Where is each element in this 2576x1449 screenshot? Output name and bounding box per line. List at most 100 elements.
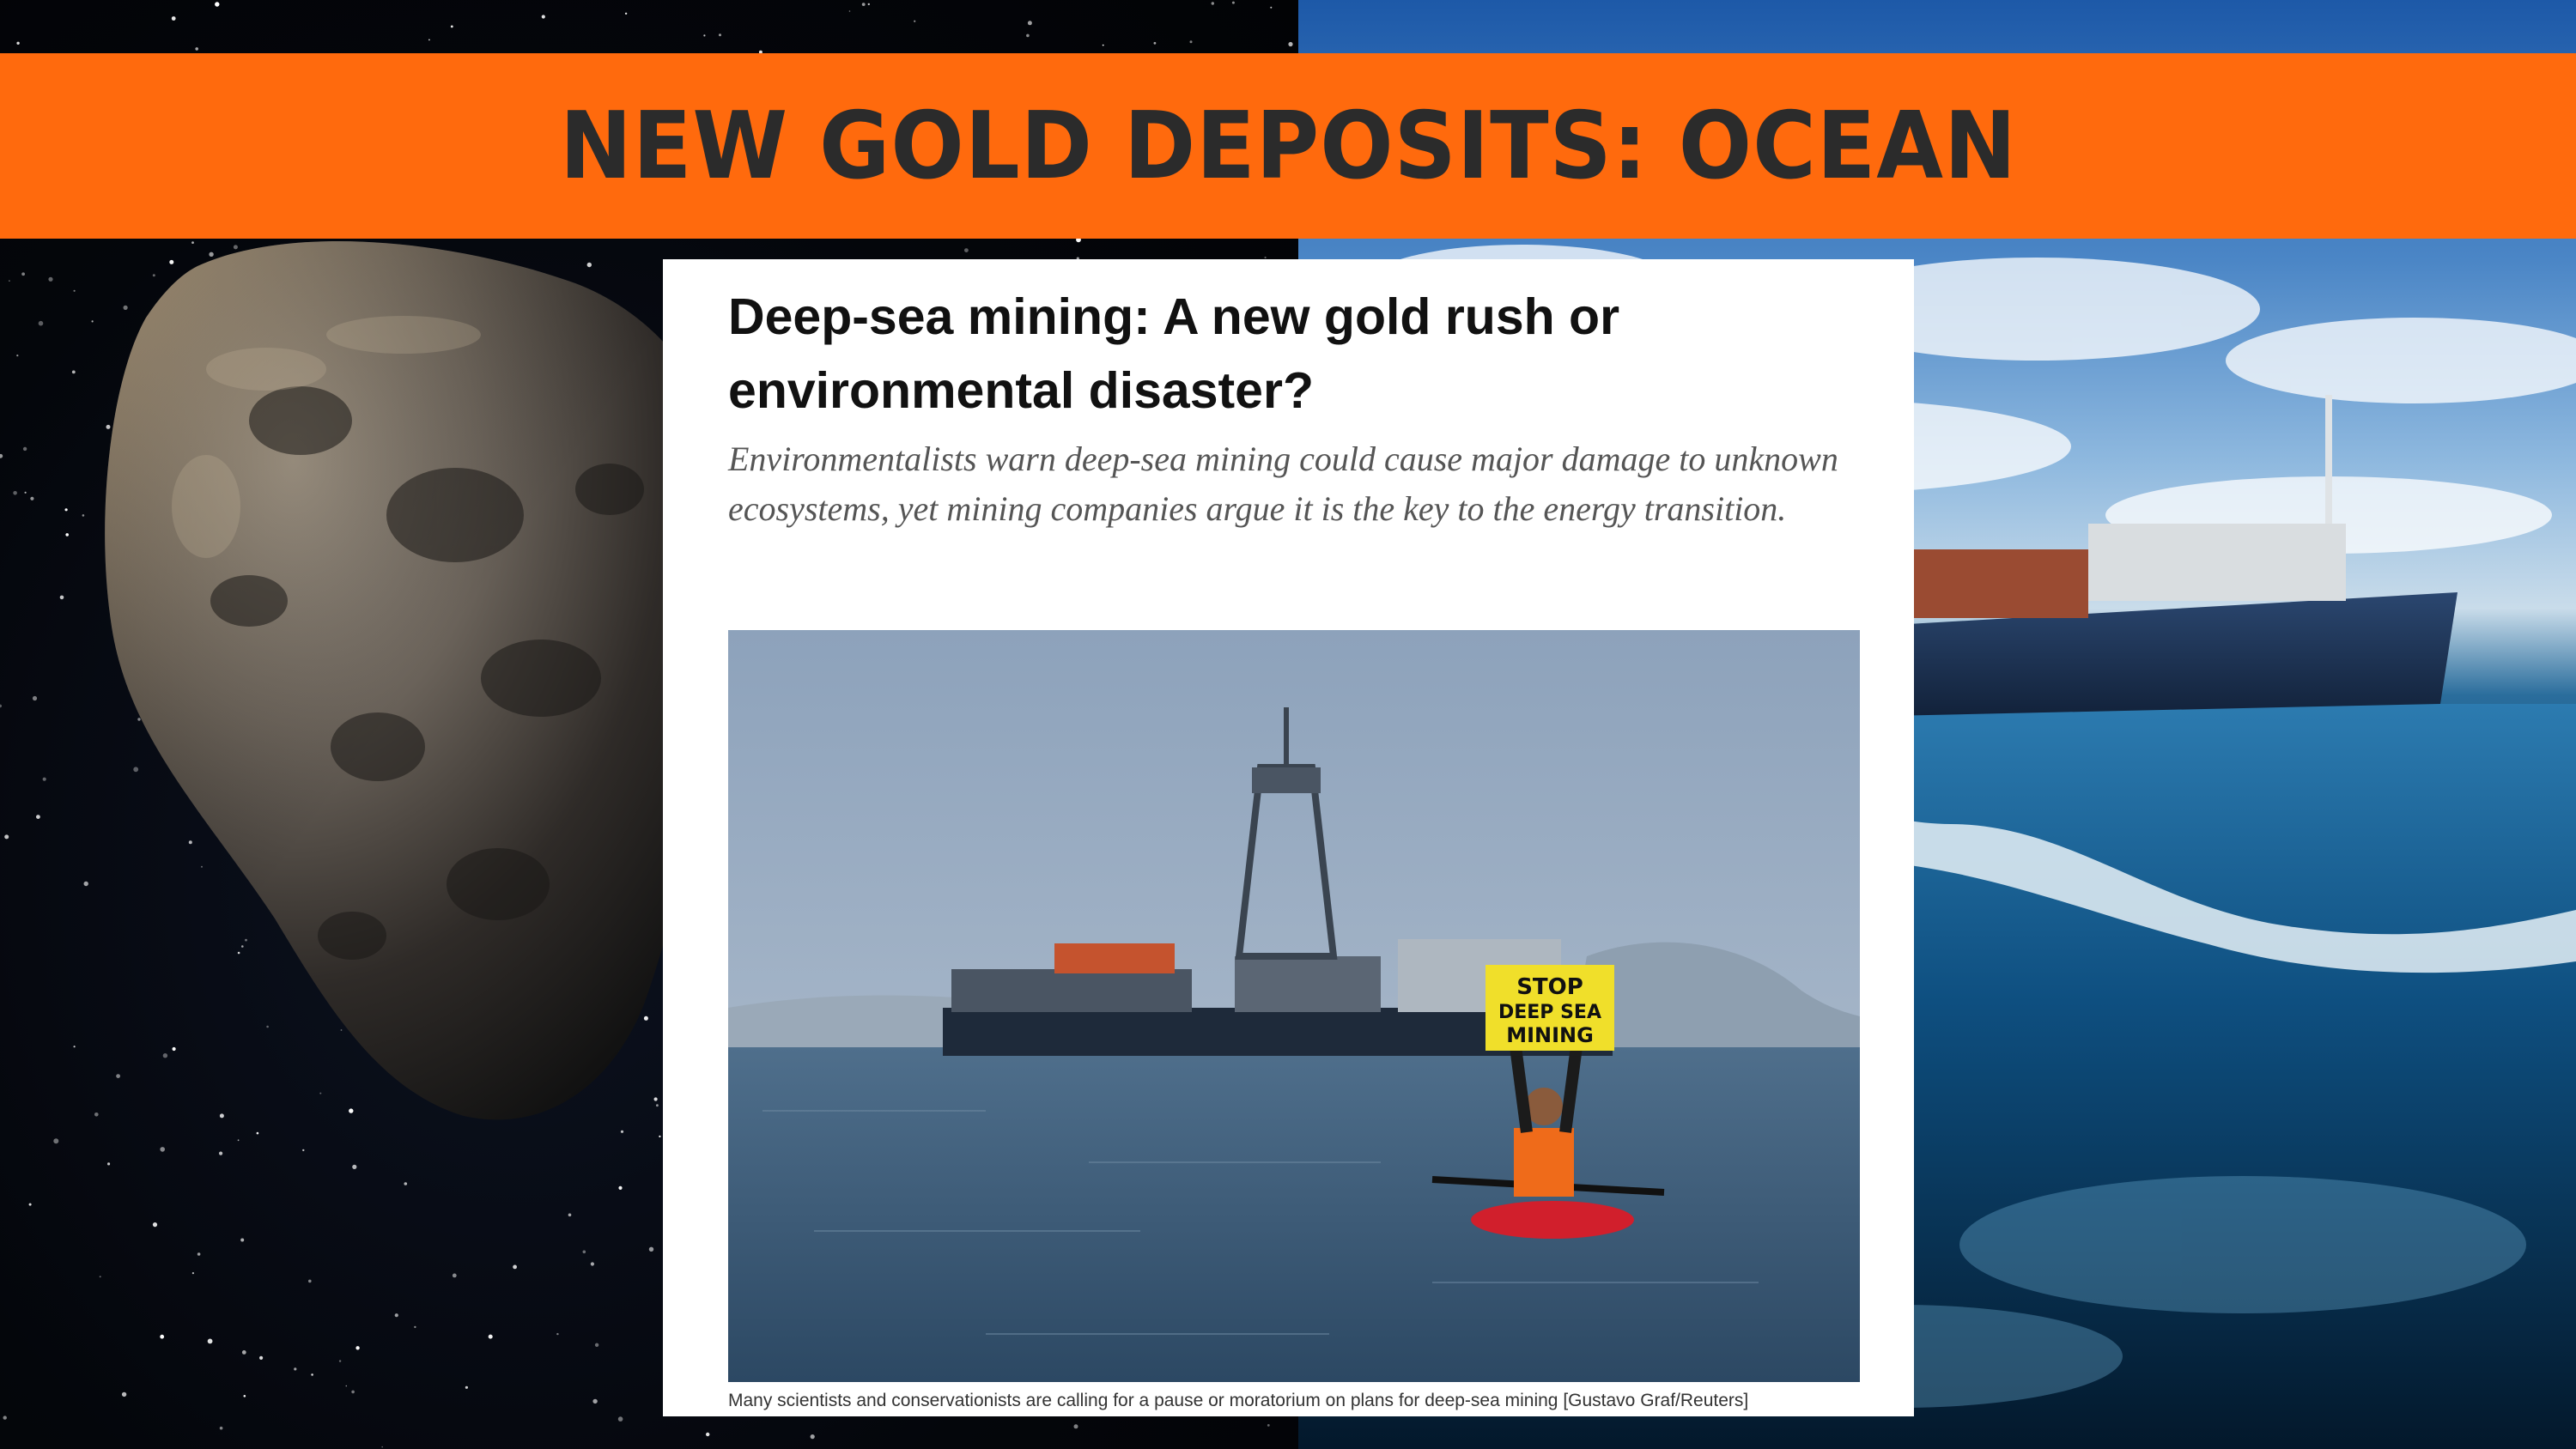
star [195,47,198,51]
star [36,815,40,819]
star [160,1147,165,1152]
star [71,370,76,374]
star [241,1350,246,1355]
star [137,718,141,721]
star [706,1432,710,1437]
star [659,1135,661,1137]
star [867,3,870,6]
star [188,840,192,845]
star [53,1138,59,1144]
star [266,1025,269,1028]
star [465,1385,469,1389]
star [586,262,592,268]
star [32,695,38,701]
star [245,938,247,942]
star [91,320,94,323]
star [197,1252,201,1256]
star [3,1416,7,1420]
star [106,424,111,429]
star [656,1104,659,1107]
star [237,951,240,955]
star [1231,1,1235,4]
star [810,1434,815,1440]
star [59,595,64,600]
sign-line-2: DEEP SEA [1498,1002,1601,1023]
star [4,834,9,840]
star [1027,21,1032,26]
star [414,1325,416,1329]
protest-kayak-photo: STOP DEEP SEA MINING [728,630,1860,1382]
star [42,777,46,781]
star [319,1092,322,1094]
star [191,1272,194,1275]
star [541,15,545,19]
star [21,272,25,276]
star [381,1446,384,1448]
star [556,1332,559,1336]
star [171,16,176,21]
star [428,39,430,41]
star [243,1395,246,1397]
star [209,252,214,257]
star [648,1246,654,1252]
star [28,1203,32,1206]
star [38,320,44,326]
star [99,1276,101,1278]
star [394,1313,398,1318]
star [294,1367,297,1371]
asteroid-image [105,241,733,1120]
star [590,1262,595,1266]
star [116,1074,121,1078]
star [233,245,238,250]
star [914,20,916,22]
star [0,453,3,458]
star [191,241,194,244]
star [219,1426,223,1430]
sign-line-1: STOP [1516,974,1583,1000]
star [1264,256,1267,259]
star [758,50,762,54]
star [83,881,88,887]
article-dek: Environmentalists warn deep-sea mining c… [728,440,1838,528]
star [1189,40,1193,44]
star [201,865,203,868]
star [152,274,155,277]
star [488,1334,493,1339]
star [237,1139,240,1142]
star [48,276,53,282]
star [172,1046,176,1052]
photo-caption: Many scientists and conservationists are… [728,1391,1749,1410]
star [568,1213,572,1217]
star [13,491,17,495]
star [345,1385,348,1387]
star [1026,33,1030,38]
star [73,1046,76,1048]
title-banner: NEW GOLD DEPOSITS: OCEAN [0,53,2576,239]
star [1211,2,1215,5]
star [703,34,706,37]
star [1076,257,1079,260]
star [450,25,453,28]
sign-line-3: MINING [1506,1023,1594,1047]
star [620,1130,624,1133]
star [16,355,19,357]
star [169,259,174,264]
star [311,1373,313,1376]
star [617,1416,623,1422]
star [594,1343,599,1348]
star [160,1334,165,1339]
star [340,1029,343,1031]
star [30,496,34,500]
star [592,1398,598,1404]
star [121,1391,127,1397]
star [653,1097,658,1101]
star [123,305,128,310]
star [643,1016,648,1021]
star [861,3,866,6]
star [152,1222,158,1228]
star [16,41,20,45]
star [219,1151,223,1155]
star [24,491,27,494]
star [338,1360,342,1362]
protester-icon: STOP DEEP SEA MINING [1431,965,1665,1239]
